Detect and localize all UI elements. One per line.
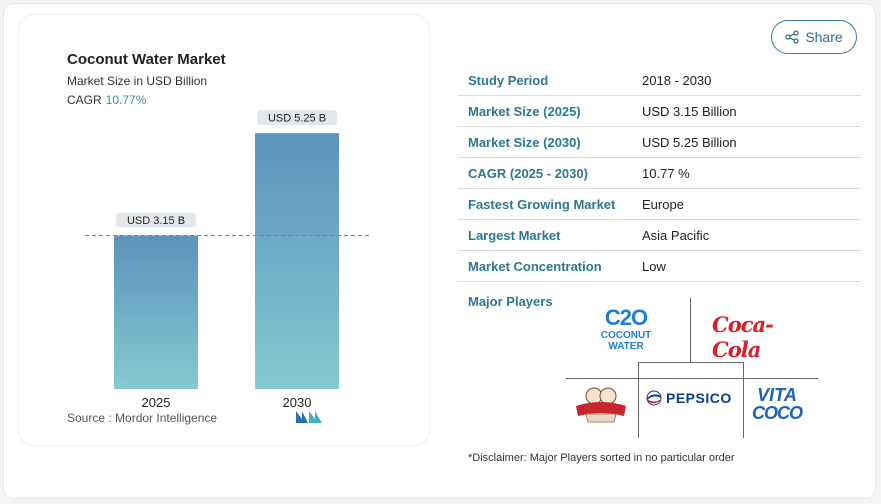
stat-label[interactable]: Market Concentration: [468, 258, 602, 274]
bar-2030: [255, 133, 339, 389]
stat-value: Europe: [642, 196, 684, 212]
c2o-coconut-water-logo[interactable]: C2O COCONUT WATER: [586, 305, 666, 353]
stat-row-cagr: CAGR (2025 - 2030) 10.77 %: [458, 158, 861, 189]
data-label: USD 5.25 B: [268, 113, 326, 125]
amy-and-brian-logo[interactable]: [572, 384, 630, 424]
stat-value: USD 5.25 Billion: [642, 134, 737, 150]
stat-row-market-size-2025: Market Size (2025) USD 3.15 Billion: [458, 96, 861, 127]
stat-row-concentration: Market Concentration Low: [458, 251, 861, 282]
c2o-line2: WATER: [608, 341, 644, 352]
vita-line2: COCO: [752, 403, 803, 423]
stat-label[interactable]: Largest Market: [468, 227, 561, 243]
stat-row-largest-market: Largest Market Asia Pacific: [458, 220, 861, 251]
bar-2025: [114, 235, 198, 389]
stat-label[interactable]: CAGR (2025 - 2030): [468, 165, 588, 181]
grid-divider: [690, 298, 691, 362]
x-tick-label: 2025: [142, 395, 171, 410]
share-button[interactable]: Share: [771, 20, 857, 54]
share-icon: [785, 30, 799, 44]
chart-title: Coconut Water Market: [67, 51, 226, 68]
cagr-value: 10.77%: [105, 93, 147, 107]
vita-coco-logo[interactable]: VITA COCO: [752, 385, 803, 423]
stat-value: Low: [642, 258, 666, 274]
major-players-grid: C2O COCONUT WATER Coca-Cola PEPSICO VITA…: [566, 298, 818, 438]
data-label-bg: [257, 110, 337, 126]
major-players-label[interactable]: Major Players: [468, 294, 553, 309]
stat-row-study-period: Study Period 2018 - 2030: [458, 65, 861, 96]
stat-row-fastest-growing: Fastest Growing Market Europe: [458, 189, 861, 220]
mordor-logo-icon: [296, 409, 322, 428]
stat-label[interactable]: Study Period: [468, 72, 549, 88]
market-stats-table: Study Period 2018 - 2030 Market Size (20…: [458, 65, 861, 282]
stat-value: USD 3.15 Billion: [642, 103, 737, 119]
chart-source: Source : Mordor Intelligence: [67, 411, 218, 425]
bar-chart: USD 3.15 B 2025 USD 5.25 B 2030: [85, 110, 370, 410]
pepsico-logo[interactable]: PEPSICO: [646, 390, 732, 406]
chart-subtitle: Market Size in USD Billion: [67, 74, 208, 88]
grid-divider: [743, 362, 744, 438]
c2o-line1: COCONUT: [600, 330, 652, 341]
stat-row-market-size-2030: Market Size (2030) USD 5.25 Billion: [458, 127, 861, 158]
stat-value: 10.77 %: [642, 165, 690, 181]
pepsico-globe-icon: [646, 390, 662, 406]
stat-value: Asia Pacific: [642, 227, 710, 243]
players-disclaimer: *Disclaimer: Major Players sorted in no …: [468, 452, 735, 464]
grid-divider: [638, 362, 743, 363]
grid-divider: [566, 378, 818, 379]
share-label: Share: [805, 29, 843, 45]
coca-cola-logo[interactable]: Coca-Cola: [712, 312, 774, 362]
x-tick-label: 2030: [283, 395, 312, 410]
stat-value: 2018 - 2030: [642, 72, 712, 88]
chart-cagr: CAGR 10.77%: [67, 93, 146, 107]
c2o-mark: C2O: [604, 305, 648, 330]
chart-card: [18, 14, 430, 446]
grid-divider: [638, 362, 639, 438]
stat-label[interactable]: Market Size (2030): [468, 134, 581, 150]
data-label-bg: [116, 212, 196, 228]
vita-line1: VITA: [757, 385, 797, 405]
stat-label[interactable]: Market Size (2025): [468, 103, 581, 119]
data-label: USD 3.15 B: [127, 215, 185, 227]
stat-label[interactable]: Fastest Growing Market: [468, 196, 616, 212]
cagr-label: CAGR: [67, 93, 102, 107]
pepsico-wordmark: PEPSICO: [666, 390, 732, 406]
